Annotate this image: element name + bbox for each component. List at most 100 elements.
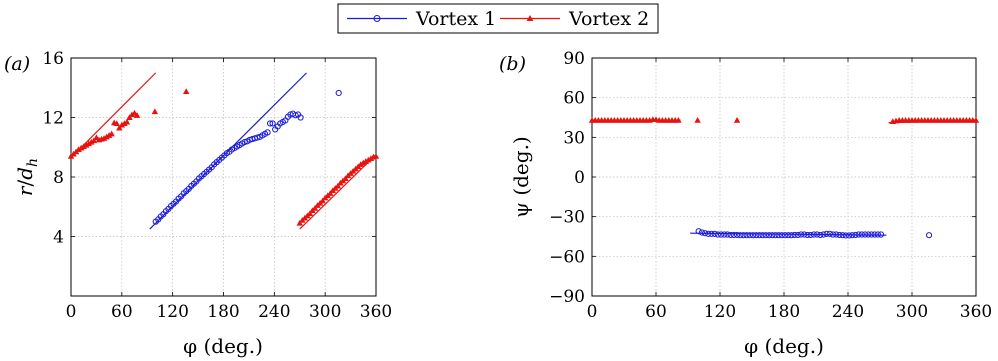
panel-b-x-ticks: 0 60 120 180 240 300 360 — [587, 58, 992, 322]
vortex-1-point — [813, 231, 821, 238]
vortex-1-point — [762, 232, 769, 239]
vortex-2-point — [327, 190, 334, 196]
vortex-1-point — [791, 231, 798, 239]
panel-b-y-ticks: −90 −60 −30 0 30 60 90 — [549, 49, 976, 307]
vortex-2-point — [103, 133, 110, 140]
vortex-2-point — [85, 140, 92, 147]
vortex-1-point — [711, 230, 718, 237]
vortex-2-point — [367, 155, 375, 161]
vortex-1-point — [775, 232, 782, 239]
vortex-2-point — [90, 137, 98, 144]
vortex-1-point — [297, 114, 304, 121]
vortex-1-point — [833, 231, 840, 238]
panel-b-y-axis-label: ψ (deg.) — [509, 136, 533, 217]
vortex-2-point — [694, 116, 701, 123]
vortex-2-fit-line-0 — [70, 72, 157, 159]
panel-a-x-axis-label: φ (deg.) — [183, 334, 263, 358]
vortex-2-point — [105, 132, 113, 138]
vortex-1-point — [829, 231, 837, 238]
vortex-2-point — [118, 121, 126, 128]
vortex-2-point — [733, 116, 741, 123]
vortex-1-point — [877, 231, 885, 238]
vortex-1-point — [753, 232, 760, 239]
vortex-2-point — [311, 205, 319, 211]
vortex-2-point — [151, 108, 159, 115]
vortex-1-point — [861, 231, 869, 238]
vortex-1-point — [781, 232, 789, 239]
y-tick-label-4: 4 — [53, 228, 64, 248]
vortex-2-point — [116, 124, 123, 131]
vortex-1-point — [852, 231, 859, 239]
x-tick-label-300: 300 — [896, 302, 928, 322]
vortex-1-point — [727, 231, 734, 239]
vortex-1-point — [836, 231, 843, 239]
panel-a-gridlines — [71, 58, 376, 296]
vortex-2-point — [334, 182, 342, 189]
vortex-2-point — [133, 112, 141, 118]
vortex-2-point — [77, 144, 85, 151]
vortex-1-point — [292, 112, 299, 119]
vortex-1-point — [746, 232, 753, 239]
vortex-1-point — [785, 232, 792, 239]
vortex-1-point — [801, 231, 808, 238]
legend: Vortex 1 Vortex 2 — [337, 3, 659, 34]
vortex-1-point — [874, 231, 881, 238]
x-tick-label-0: 0 — [66, 302, 77, 322]
vortex-1-point — [871, 231, 878, 238]
vortex-1-point — [820, 231, 827, 238]
x-tick-label-360: 360 — [360, 302, 392, 322]
legend-marker-vortex-1 — [373, 15, 381, 22]
vortex-1-point — [705, 230, 712, 237]
vortex-1-point — [849, 232, 856, 239]
vortex-2-fit-line-1 — [299, 154, 377, 230]
vortex-1-point — [254, 134, 261, 141]
panel-a-label: (a) — [4, 53, 30, 75]
vortex-1-point — [794, 231, 801, 239]
vortex-1-point — [865, 231, 872, 238]
vortex-1-point — [733, 231, 741, 239]
x-tick-label-240: 240 — [832, 302, 864, 322]
x-tick-label-60: 60 — [111, 302, 133, 322]
vortex-1-point — [772, 232, 779, 239]
vortex-1-point — [804, 231, 811, 239]
vortex-1-point — [335, 89, 342, 97]
vortex-1-point — [698, 229, 705, 236]
y-tick-label-90: 90 — [563, 49, 585, 69]
vortex-1-point — [858, 231, 865, 238]
vortex-1-point — [807, 231, 814, 239]
vortex-1-point — [717, 231, 725, 238]
vortex-1-point — [817, 231, 824, 239]
vortex-2-point — [372, 152, 380, 159]
vortex-1-point — [839, 232, 846, 239]
panel-b-x-axis-label: φ (deg.) — [744, 334, 824, 358]
vortex-1-point — [788, 232, 795, 239]
vortex-2-point — [972, 116, 980, 123]
vortex-2-point — [75, 146, 82, 153]
y-tick-label-30: 30 — [563, 128, 585, 148]
vortex-1-point — [701, 230, 709, 237]
legend-label-vortex-1: Vortex 1 — [415, 8, 496, 30]
y-tick-label-16: 16 — [42, 49, 64, 69]
panel-b-markers — [588, 116, 980, 239]
panel-a-y-axis-label: r/dh — [13, 158, 41, 196]
x-tick-label-120: 120 — [704, 302, 736, 322]
x-tick-label-120: 120 — [156, 302, 188, 322]
vortex-2-point — [342, 175, 349, 182]
vortex-1-point — [823, 230, 830, 237]
vortex-1-point — [810, 231, 817, 238]
vortex-1-point — [264, 129, 271, 136]
vortex-1-point — [797, 231, 805, 238]
vortex-2-point — [306, 210, 314, 217]
vortex-2-point — [362, 158, 370, 164]
panel-a-y-ticks: 4 8 12 16 — [42, 49, 376, 248]
vortex-2-point — [128, 111, 136, 118]
y-tick-label-60: −60 — [549, 247, 585, 267]
vortex-1-point — [695, 228, 702, 235]
vortex-1-point — [714, 231, 721, 238]
vortex-2-point — [296, 219, 303, 226]
vortex-1-point — [756, 232, 763, 239]
panel-a-markers — [67, 88, 380, 226]
vortex-1-point — [778, 232, 785, 239]
vortex-2-point — [365, 156, 372, 163]
